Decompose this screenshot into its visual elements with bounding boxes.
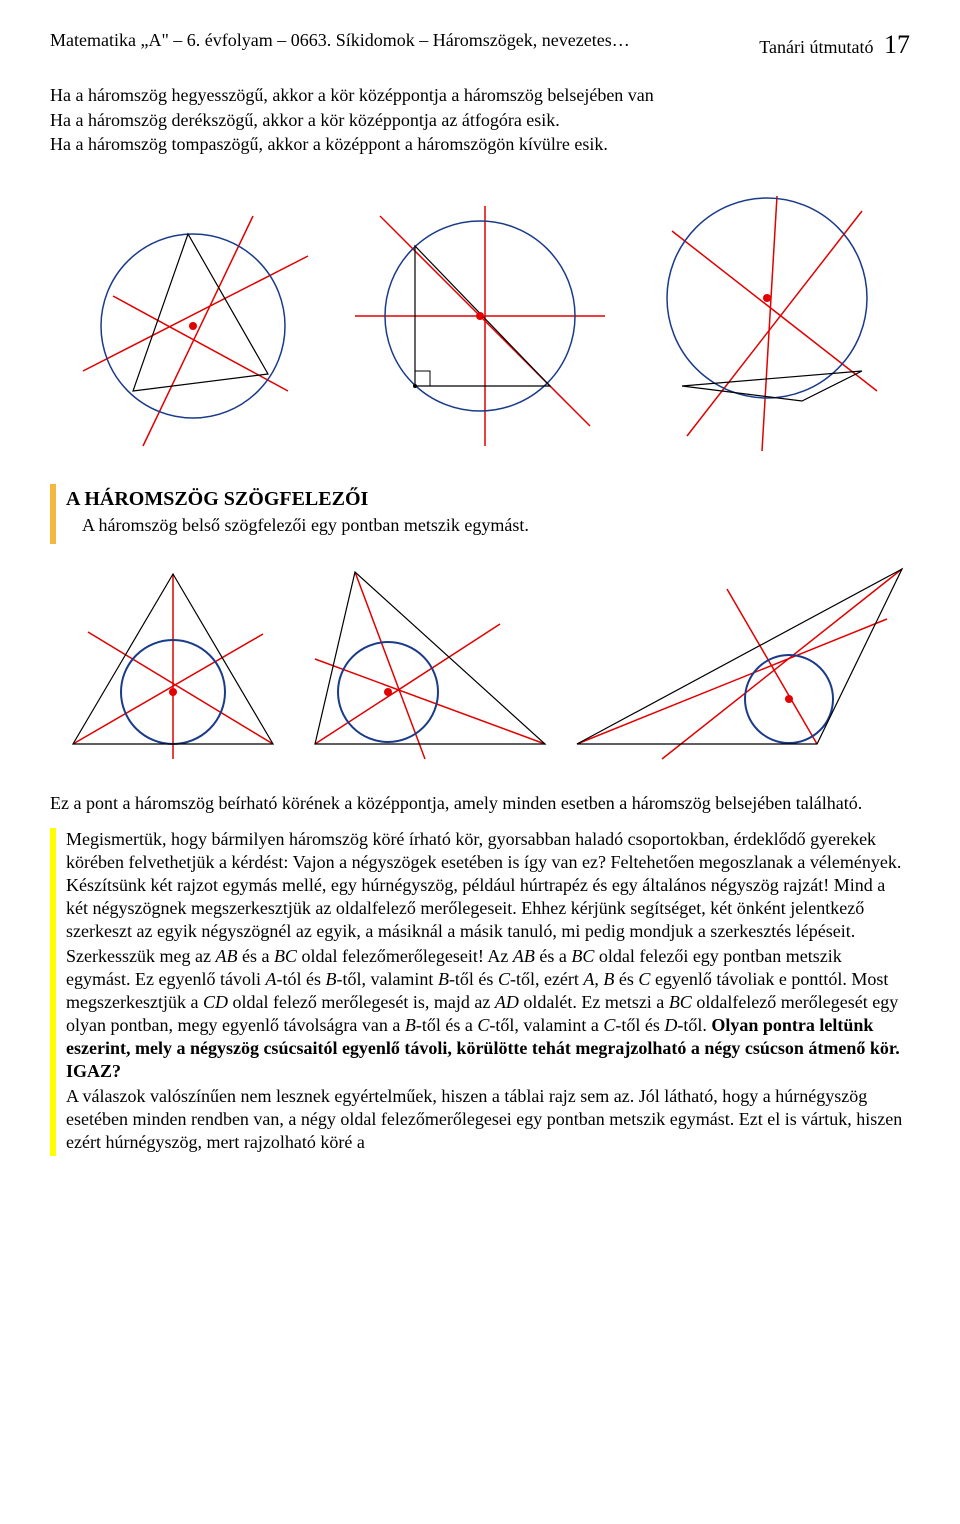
incircle-diagram [567,564,907,764]
header-right: Tanári útmutató 17 [759,30,910,60]
header-left: Matematika „A" – 6. évfolyam – 0663. Sík… [50,30,759,60]
highlight-p2: Szerkesszük meg az AB és a BC oldal fele… [66,945,910,1083]
highlight-block: Megismertük, hogy bármilyen háromszög kö… [50,828,910,1156]
highlight-p3: A válaszok valószínűen nem lesznek egyér… [66,1085,910,1154]
incircle-diagram [300,564,560,764]
body-paragraph: Ez a pont a háromszög beírható körének a… [50,792,910,815]
header-label: Tanári útmutató [759,37,873,57]
intro-line-1: Ha a háromszög hegyesszögű, akkor a kör … [50,84,910,107]
page-header: Matematika „A" – 6. évfolyam – 0663. Sík… [50,30,910,60]
section-subtitle: A háromszög belső szögfelezői egy pontba… [82,515,529,536]
section-heading-wrap: A HÁROMSZÖG SZÖGFELEZŐI A háromszög bels… [50,484,910,544]
page: Matematika „A" – 6. évfolyam – 0663. Sík… [0,0,960,1176]
circumcircle-figures [50,176,910,456]
section-title: A HÁROMSZÖG SZÖGFELEZŐI [66,484,529,515]
accent-bar-orange [50,484,56,544]
highlight-text: Megismertük, hogy bármilyen háromszög kö… [66,828,910,1156]
intro-line-3: Ha a háromszög tompaszögű, akkor a közép… [50,133,910,156]
page-number: 17 [884,30,910,59]
intro-text: Ha a háromszög hegyesszögű, akkor a kör … [50,84,910,156]
incircle-diagram [53,564,293,764]
incircle-figures [50,564,910,764]
circumcircle-diagram [53,176,333,456]
highlight-p1: Megismertük, hogy bármilyen háromszög kö… [66,828,910,943]
accent-bar-yellow [50,828,56,1156]
circumcircle-diagram [627,176,907,456]
intro-line-2: Ha a háromszög derékszögű, akkor a kör k… [50,109,910,132]
circumcircle-diagram [340,176,620,456]
